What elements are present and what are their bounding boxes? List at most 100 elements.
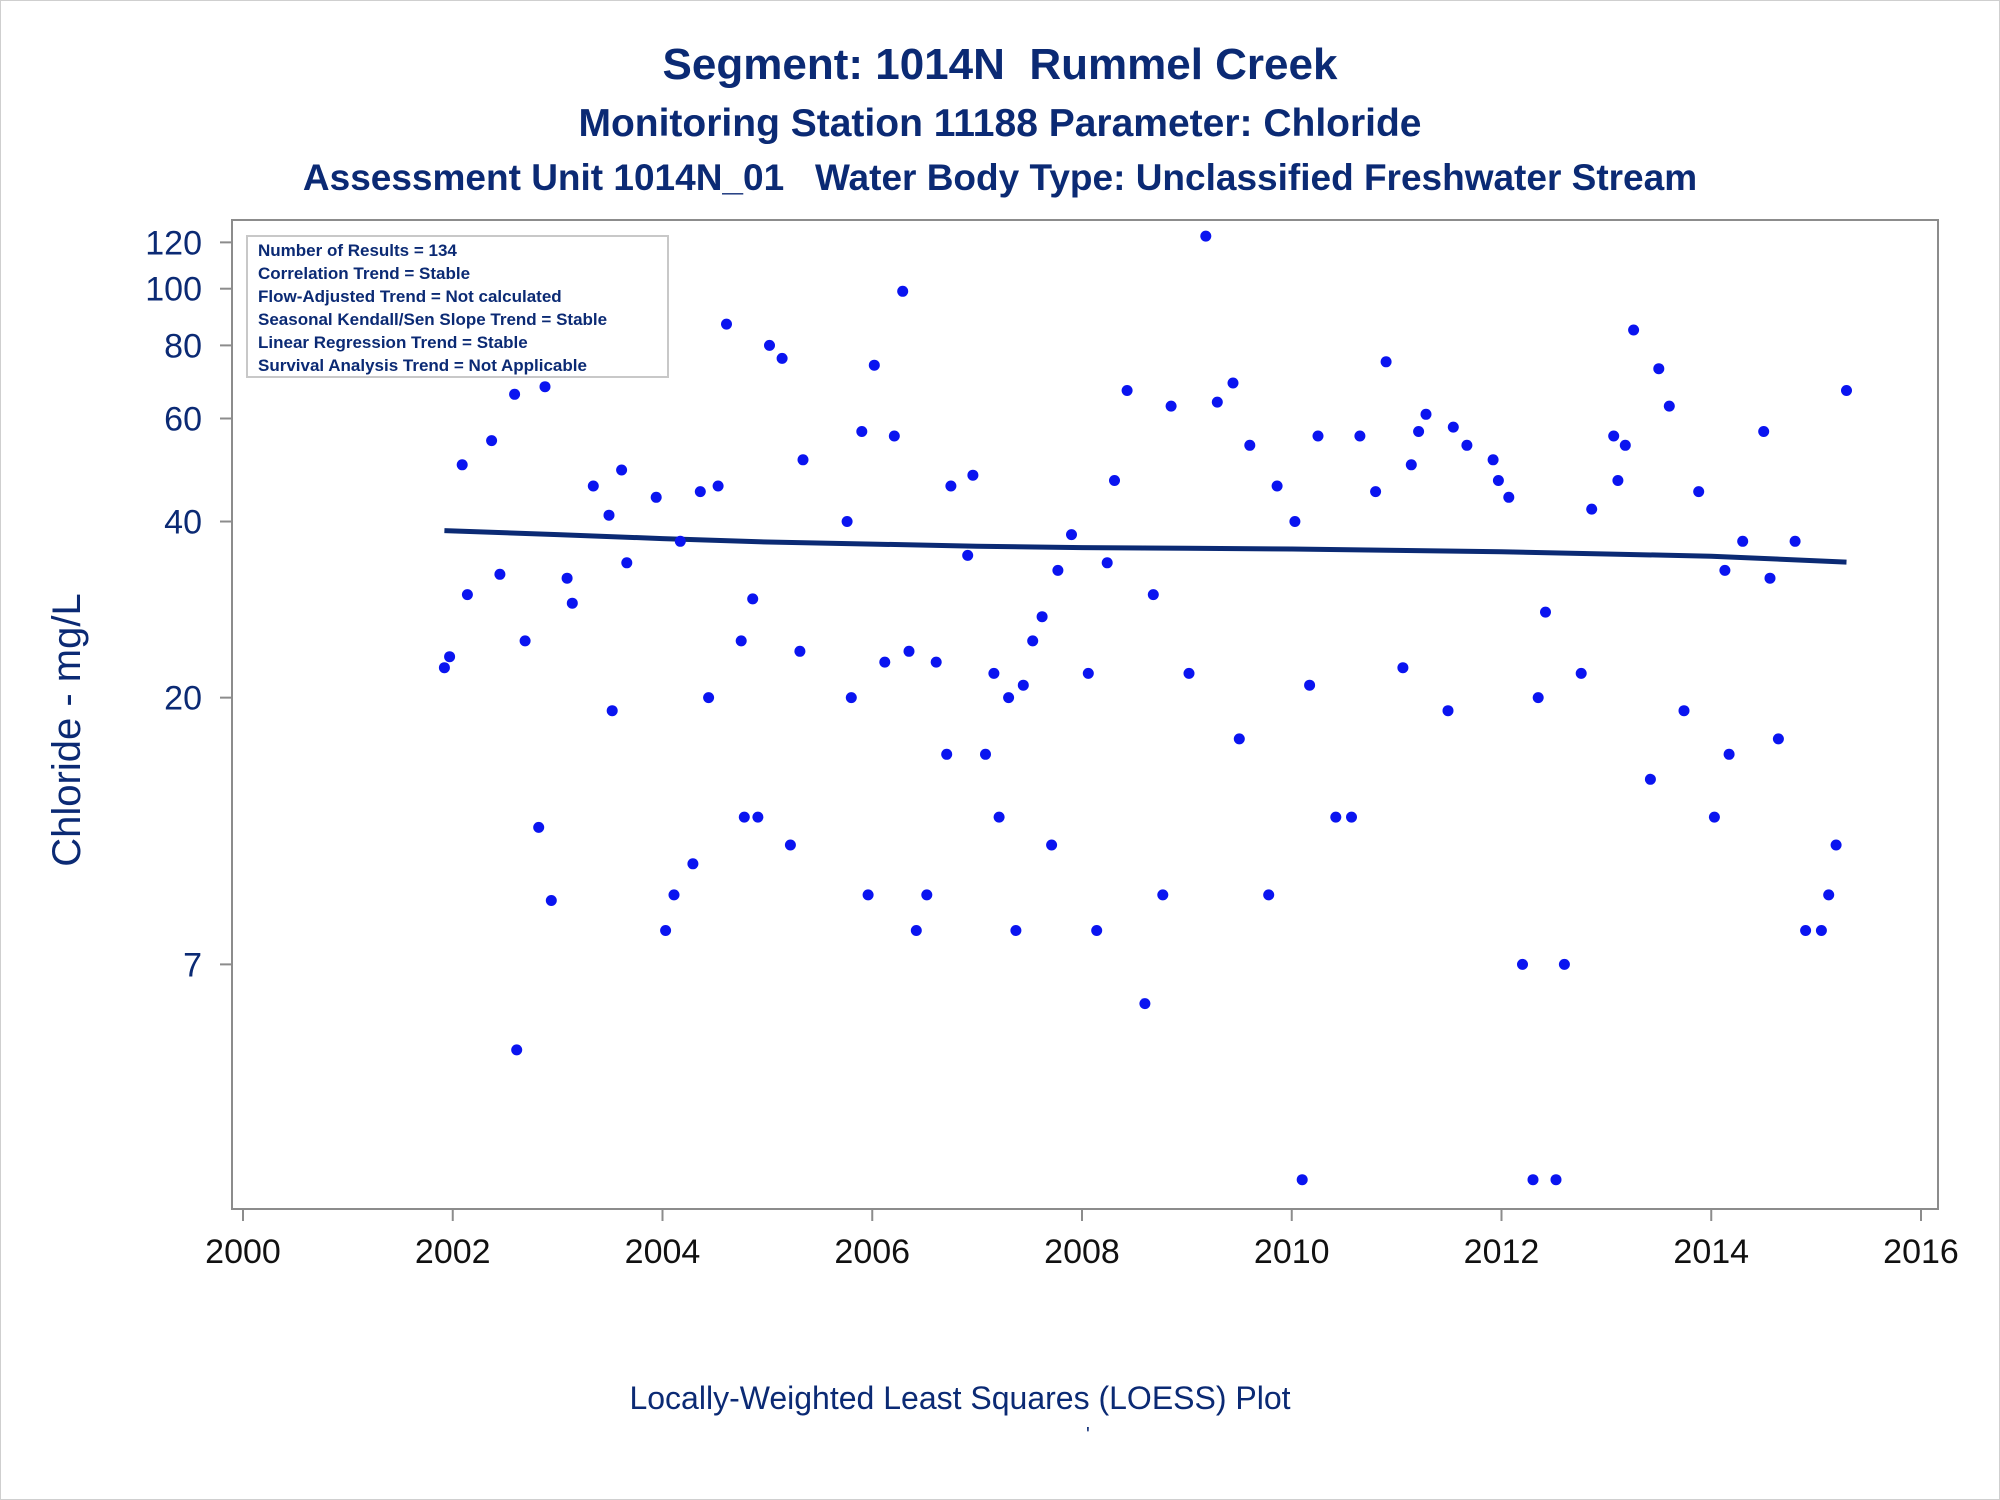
data-point: [456, 459, 468, 471]
data-point: [687, 858, 699, 870]
x-tick-label: 2004: [625, 1233, 701, 1271]
data-point: [674, 535, 686, 547]
data-point: [1764, 572, 1776, 584]
data-point: [1046, 839, 1058, 851]
data-point: [797, 454, 809, 466]
y-tick-label: 20: [164, 680, 202, 718]
data-point: [1644, 773, 1656, 785]
data-point: [1558, 958, 1570, 970]
data-point: [1628, 324, 1640, 336]
data-point: [1678, 705, 1690, 717]
data-point: [621, 557, 633, 569]
data-point: [1737, 535, 1749, 547]
data-point: [1503, 491, 1515, 503]
statistics-line: Flow-Adjusted Trend = Not calculated: [258, 287, 562, 306]
x-tick-label: 2012: [1464, 1233, 1540, 1271]
data-point: [1719, 564, 1731, 576]
data-point: [1527, 1174, 1539, 1186]
data-point: [486, 435, 498, 447]
data-point: [1296, 1174, 1308, 1186]
data-point: [1330, 811, 1342, 823]
data-point: [1487, 454, 1499, 466]
data-point: [1517, 958, 1528, 970]
x-tick-label: 2002: [415, 1233, 491, 1271]
data-point: [519, 635, 531, 647]
data-point: [561, 572, 573, 584]
x-axis: 2000 2002 2004 2006 2008 2010 2012 2014 2016: [205, 1209, 1959, 1271]
data-point: [752, 811, 764, 823]
data-point: [703, 692, 715, 704]
data-point: [1211, 396, 1223, 408]
data-point: [993, 811, 1005, 823]
data-point: [1397, 662, 1409, 674]
data-point: [903, 645, 915, 657]
data-point: [1263, 889, 1275, 901]
data-point: [845, 692, 857, 704]
data-point: [1492, 475, 1504, 486]
chart-subtitle-station: Monitoring Station 11188 Parameter: Chlo…: [578, 102, 1422, 145]
data-point: [1663, 400, 1675, 412]
data-point: [1271, 480, 1283, 492]
data-point: [1789, 535, 1801, 547]
statistics-line: Correlation Trend = Stable: [258, 264, 470, 283]
data-point: [980, 748, 991, 760]
data-point: [509, 388, 521, 400]
data-point: [930, 656, 942, 668]
data-point: [438, 662, 450, 674]
x-tick-label: 2010: [1254, 1233, 1330, 1271]
y-tick-label: 80: [164, 327, 202, 365]
plot-area: [231, 219, 1939, 1210]
data-point: [1233, 733, 1245, 745]
data-point: [897, 285, 909, 297]
data-point: [1815, 925, 1827, 936]
data-point: [1800, 925, 1812, 936]
data-point: [1420, 408, 1432, 420]
statistics-box-border: [246, 235, 669, 378]
data-point: [1036, 611, 1048, 623]
y-axis: 7 20 40 60 80 100 120: [145, 224, 232, 984]
data-point: [1304, 679, 1316, 691]
data-point: [587, 480, 599, 492]
data-point: [1380, 356, 1392, 368]
data-point: [444, 651, 456, 663]
data-point: [1612, 475, 1624, 486]
data-point: [1823, 889, 1835, 901]
data-point: [1758, 426, 1770, 437]
data-point: [988, 667, 1000, 679]
data-point: [962, 549, 974, 561]
data-point: [1109, 475, 1120, 486]
data-point: [945, 480, 957, 492]
data-point: [1772, 733, 1784, 745]
data-point: [539, 381, 551, 393]
data-point: [1165, 400, 1177, 412]
data-point: [1010, 925, 1022, 936]
x-tick-label: 2014: [1673, 1233, 1749, 1271]
data-point: [967, 469, 979, 481]
data-point: [660, 925, 672, 936]
y-tick-label: 7: [183, 946, 202, 984]
x-tick-label: 2008: [1044, 1233, 1120, 1271]
data-point: [841, 516, 853, 527]
data-point: [888, 430, 900, 442]
data-point: [764, 339, 775, 351]
data-point: [1121, 385, 1133, 396]
data-point: [1003, 692, 1015, 704]
data-point: [511, 1044, 523, 1056]
y-tick-label: 120: [145, 224, 202, 262]
data-point: [1442, 705, 1454, 717]
data-point: [1461, 439, 1473, 451]
data-point: [603, 509, 615, 521]
y-tick-label: 60: [164, 400, 202, 438]
statistics-box: Number of Results = 134 Correlation Trend…: [246, 235, 669, 378]
data-point: [1139, 998, 1151, 1010]
data-point: [1550, 1174, 1562, 1186]
statistics-line: Survival Analysis Trend = Not Applicable: [258, 356, 587, 375]
data-points: [438, 230, 1852, 1186]
data-point: [868, 359, 880, 371]
chart-footer: Locally-Weighted Least Squares (LOESS) P…: [629, 1380, 1291, 1416]
data-point: [712, 480, 724, 492]
data-point: [1619, 439, 1631, 451]
loess-line: [444, 528, 1847, 565]
data-point: [1200, 230, 1212, 242]
